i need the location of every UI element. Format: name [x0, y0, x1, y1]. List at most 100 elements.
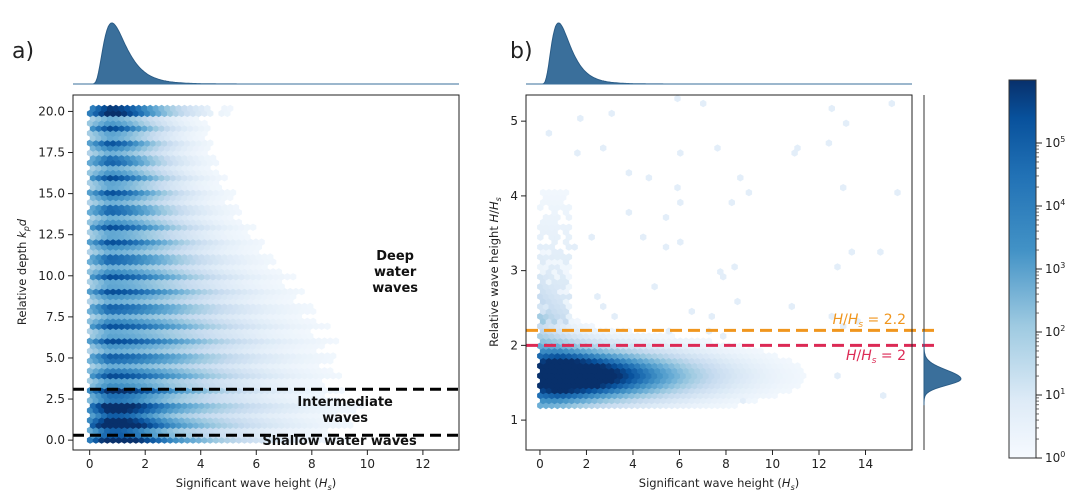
panel-a-hex-cell: [258, 317, 265, 325]
panel-a-hex-cell: [106, 401, 114, 410]
panel-b-hex-cell: [625, 347, 633, 355]
panel-a-hex-cell: [149, 218, 157, 226]
panel-a-hex-cell: [298, 416, 305, 424]
panel-a-hex-cell: [301, 382, 308, 390]
panel-a-hex-cell: [115, 278, 122, 286]
panel-a-hex-cell: [284, 332, 291, 340]
panel-a-hex-cell: [218, 347, 225, 355]
panel-a-hex-cell: [249, 342, 257, 350]
panel-a-hex-cell: [184, 139, 191, 147]
panel-a-hex-cell: [209, 243, 217, 251]
panel-a-hex-cell: [215, 382, 222, 390]
panel-a-hex-cell: [201, 327, 208, 335]
panel-a-hex-cell: [298, 337, 305, 345]
panel-a-hex-cell: [118, 391, 125, 400]
panel-a-hex-cell: [98, 337, 105, 345]
panel-a-hex-cell: [158, 124, 165, 132]
panel-b-hex-cell: [828, 312, 835, 321]
panel-b-hex-cell: [625, 367, 633, 375]
panel-a-hex-cell: [275, 337, 282, 345]
panel-b-hex-cell: [562, 396, 570, 405]
panel-a-hex-cell: [138, 307, 145, 316]
panel-b-hex-cell: [554, 283, 561, 291]
panel-a-hex-cell: [127, 357, 134, 365]
panel-a-hex-cell: [169, 391, 177, 400]
panel-b-hex-cell: [665, 377, 673, 385]
panel-a-hex-cell: [209, 193, 217, 202]
panel-a-hex-cell: [201, 377, 208, 385]
panel-b-hex-cell: [731, 382, 738, 390]
panel-b-hex-cell: [542, 322, 550, 330]
panel-a-hex-cell: [258, 367, 265, 375]
panel-a-hex-cell: [221, 283, 228, 291]
panel-a-hex-cell: [209, 174, 217, 182]
panel-a-hex-cell: [164, 263, 171, 271]
panel-a-hex-cell: [132, 268, 140, 276]
panel-a-hex-cell: [187, 114, 194, 123]
panel-a-hex-cell: [267, 302, 274, 311]
panel-a-hex-cell: [92, 258, 100, 266]
panel-a-hex-cell: [281, 396, 288, 405]
panel-a-hex-cell: [127, 436, 134, 444]
panel-a-hex-cell: [229, 406, 237, 415]
panel-a-hex-cell: [158, 134, 165, 142]
panel-b-hex-cell: [705, 396, 713, 405]
panel-a-hex-cell: [204, 193, 211, 202]
panel-a-hex-cell: [172, 258, 180, 266]
panel-a-hex-cell: [169, 292, 177, 301]
panel-a-hex-cell: [244, 233, 251, 241]
panel-b-hex-cell: [577, 382, 584, 390]
panel-b-hex-cell: [654, 347, 661, 355]
panel-b-hex-cell: [551, 258, 558, 266]
panel-a-hex-cell: [135, 184, 142, 192]
panel-b-hex-cell: [642, 396, 650, 405]
panel-a-hex-cell: [98, 169, 105, 177]
panel-a-hex-cell: [178, 169, 185, 177]
panel-a-hex-cell: [321, 436, 328, 444]
panel-a-hex-cell: [95, 421, 102, 429]
panel-a-hex-cell: [255, 421, 262, 429]
panel-a-hex-cell: [184, 347, 191, 355]
panel-a-hex-cell: [195, 367, 202, 375]
panel-b-hex-cell: [539, 317, 547, 325]
panel-a-hex-cell: [132, 198, 140, 207]
panel-a-hex-cell: [144, 406, 151, 415]
panel-a-hex-cell: [235, 307, 242, 316]
panel-a-hex-cell: [338, 416, 345, 424]
panel-a-hex-cell: [147, 253, 154, 261]
panel-a-hex-cell: [95, 322, 102, 330]
panel-a-hex-cell: [89, 342, 97, 350]
panel-b-hex-cell: [662, 372, 670, 380]
panel-a-hex-cell: [155, 278, 162, 286]
panel-a-hex-cell: [144, 258, 151, 266]
panel-a-hex-cell: [215, 312, 222, 321]
panel-a-hex-cell: [167, 179, 174, 187]
panel-a-hex-cell: [315, 426, 322, 434]
panel-a-hex-cell: [89, 263, 97, 271]
panel-b-hex-cell: [694, 386, 701, 395]
panel-b-hex-cell: [551, 317, 558, 325]
panel-a-hex-cell: [161, 139, 168, 147]
panel-b-hex-cell: [571, 372, 578, 380]
panel-b-hex-cell: [539, 258, 547, 266]
panel-b-hex-cell: [582, 332, 590, 340]
panel-a-hex-cell: [298, 436, 305, 444]
panel-a-hex-cell: [207, 287, 214, 296]
panel-a-hex-cell: [198, 283, 205, 291]
panel-a-y-tick-label: 20.0: [38, 104, 65, 118]
panel-b-hex-cell: [539, 218, 547, 226]
panel-a-hex-cell: [227, 243, 234, 251]
panel-b-hex-cell: [554, 253, 561, 261]
panel-a-hex-cell: [98, 426, 105, 434]
panel-a-hex-cell: [198, 411, 205, 420]
panel-a-hex-cell: [115, 297, 122, 306]
panel-a-hex-cell: [141, 233, 148, 241]
panel-a-hex-cell: [261, 352, 268, 360]
panel-a-hex-cell: [164, 362, 171, 370]
panel-a-hex-cell: [195, 426, 202, 434]
panel-a-hex-cell: [169, 322, 177, 330]
panel-a-hex-cell: [118, 193, 125, 202]
panel-a-hex-cell: [86, 377, 94, 385]
panel-a-hex-cell: [241, 228, 248, 236]
panel-a-hex-cell: [187, 411, 194, 420]
